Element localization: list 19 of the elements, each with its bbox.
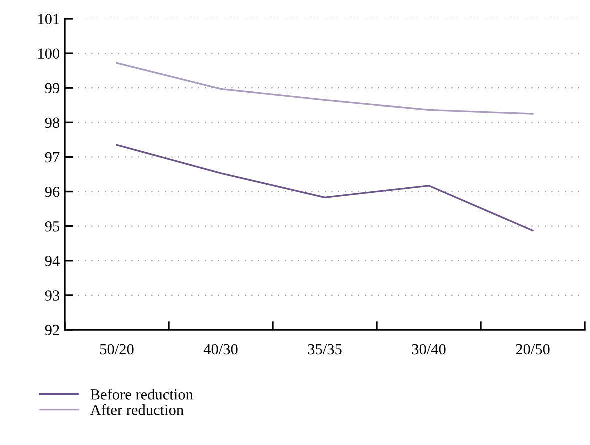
y-tick-label: 100 xyxy=(38,48,60,60)
y-tick-label: 96 xyxy=(45,186,60,198)
x-tick-label: 35/35 xyxy=(308,344,342,355)
y-tick-label: 92 xyxy=(45,325,60,336)
y-tick-label: 94 xyxy=(45,256,60,266)
x-tick-label: 40/30 xyxy=(204,344,238,355)
y-tick-label: 95 xyxy=(45,222,60,232)
legend-label: After reduction xyxy=(90,404,184,416)
y-tick-label: 101 xyxy=(38,14,60,24)
y-tick-label: 98 xyxy=(45,118,60,128)
x-tick-label: 50/20 xyxy=(100,344,134,355)
x-tick-label: 20/50 xyxy=(516,344,550,355)
legend-label: Before reduction xyxy=(90,388,194,400)
y-tick-label: 93 xyxy=(45,290,60,301)
line-series xyxy=(116,62,534,115)
y-tick-label: 99 xyxy=(45,83,60,94)
y-tick-label: 97 xyxy=(45,152,60,163)
line-series xyxy=(116,144,534,232)
x-tick-label: 30/40 xyxy=(412,344,446,355)
